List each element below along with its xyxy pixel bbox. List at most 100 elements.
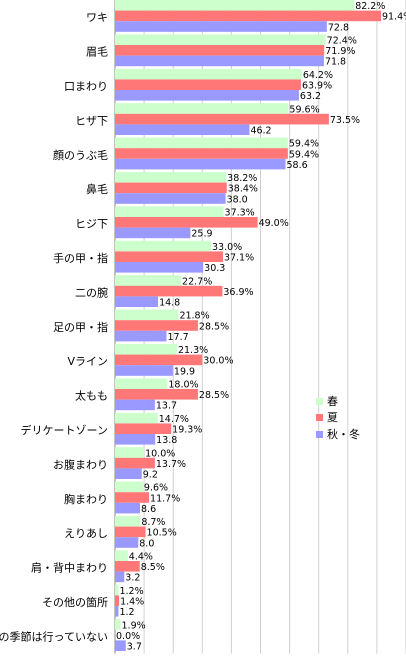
category-label: ヒザ下 <box>75 114 108 127</box>
data-label: 33.0% <box>212 242 242 253</box>
bar-0-18 <box>115 619 121 630</box>
bar-0-4 <box>115 137 288 149</box>
data-label: 21.3% <box>178 345 208 356</box>
data-label: 59.4% <box>289 139 319 150</box>
bar-2-13 <box>115 468 142 479</box>
bar-2-12 <box>115 434 156 445</box>
bar-1-0 <box>115 10 381 22</box>
bar-0-11 <box>115 378 168 389</box>
data-label: 1.2 <box>119 607 134 618</box>
bar-1-14 <box>115 492 150 503</box>
category-label: 口まわり <box>64 80 108 93</box>
data-label: 14.8 <box>159 298 180 309</box>
category-label: 二の腕 <box>75 285 108 299</box>
data-label: 8.0 <box>139 538 154 549</box>
category-label: 胸まわり <box>64 492 108 506</box>
bar-0-12 <box>115 412 158 424</box>
data-label: 18.0% <box>168 380 198 391</box>
data-label: 59.4% <box>289 149 319 160</box>
data-label: 17.7 <box>168 332 189 343</box>
data-label: 63.9% <box>302 81 332 92</box>
data-label: 59.6% <box>289 104 319 115</box>
data-label: 14.7% <box>159 414 189 425</box>
data-label: 73.5% <box>330 115 360 126</box>
legend-swatch-spring <box>316 398 323 405</box>
category-label: ワキ <box>86 11 108 24</box>
data-label: 1.9% <box>122 620 146 631</box>
category-label: 太もも <box>75 390 108 403</box>
bar-2-6 <box>115 227 191 239</box>
legend-label-autumn-winter: 秋・冬 <box>327 427 360 441</box>
data-label: 64.2% <box>303 70 333 81</box>
data-label: 13.8 <box>156 435 177 446</box>
category-label: 鼻毛 <box>86 182 108 196</box>
data-label: 72.4% <box>327 36 357 47</box>
bar-0-10 <box>115 344 177 355</box>
legend: 春 夏 秋・冬 <box>316 395 360 441</box>
category-label: その他の箇所 <box>42 595 108 609</box>
bar-1-9 <box>115 320 198 331</box>
data-label: 30.0% <box>203 356 233 367</box>
bar-1-7 <box>115 251 223 262</box>
bar-1-16 <box>115 561 140 572</box>
data-label: 11.7% <box>150 493 180 504</box>
data-label: 9.6% <box>144 483 168 494</box>
data-label: 28.5% <box>199 390 229 401</box>
bar-0-15 <box>115 516 141 527</box>
bar-2-14 <box>115 502 141 514</box>
bar-2-17 <box>115 606 119 617</box>
data-label: 71.8 <box>325 57 346 68</box>
bar-0-1 <box>115 34 326 45</box>
bar-1-4 <box>115 148 288 159</box>
category-label: ヒジ下 <box>75 218 108 231</box>
data-label: 1.2% <box>119 586 143 597</box>
value-labels: 82.2%91.4% 72.8 72.4%71.9%71.8 64.2%63.9%63… <box>116 1 406 652</box>
category-label: この季節は行っていない <box>0 629 108 643</box>
data-label: 8.6 <box>141 504 156 515</box>
data-label: 46.2 <box>250 126 271 137</box>
bar-2-9 <box>115 330 167 342</box>
bar-0-2 <box>115 68 302 80</box>
bar-1-6 <box>115 217 258 228</box>
bar-0-8 <box>115 275 182 286</box>
bar-1-10 <box>115 354 203 366</box>
data-label: 37.1% <box>224 253 254 264</box>
category-label: お腹まわり <box>53 457 108 471</box>
bar-0-0 <box>115 0 355 11</box>
bar-2-11 <box>115 399 155 411</box>
data-label: 8.5% <box>141 562 165 573</box>
bar-1-15 <box>115 526 146 538</box>
bar-2-3 <box>115 124 250 135</box>
bar-0-9 <box>115 309 179 321</box>
data-label: 38.0 <box>227 194 248 205</box>
data-label: 13.7 <box>156 401 177 412</box>
data-label: 82.2% <box>355 1 385 12</box>
data-label: 36.9% <box>223 287 253 298</box>
bar-2-5 <box>115 193 226 204</box>
category-label: 足の甲・指 <box>53 320 108 334</box>
legend-swatch-summer <box>316 414 323 421</box>
bar-0-7 <box>115 240 212 252</box>
bar-0-14 <box>115 481 143 493</box>
bar-2-10 <box>115 365 173 376</box>
bar-1-5 <box>115 182 227 194</box>
bar-2-18 <box>115 640 126 651</box>
data-label: 37.3% <box>225 208 255 219</box>
bar-1-1 <box>115 45 325 56</box>
bar-2-2 <box>115 90 299 101</box>
bar-2-16 <box>115 571 125 583</box>
data-label: 30.3 <box>204 263 225 274</box>
category-label: デリケートゾーン <box>21 423 108 437</box>
data-label: 58.6 <box>287 160 308 171</box>
data-label: 10.5% <box>147 528 177 539</box>
data-label: 72.8 <box>328 22 349 33</box>
data-label: 91.4% <box>382 12 406 23</box>
legend-label-summer: 夏 <box>327 411 338 424</box>
bar-1-13 <box>115 457 155 469</box>
bar-2-0 <box>115 21 327 32</box>
bars <box>115 0 381 651</box>
data-label: 0.0% <box>116 631 140 642</box>
bar-2-7 <box>115 262 204 273</box>
